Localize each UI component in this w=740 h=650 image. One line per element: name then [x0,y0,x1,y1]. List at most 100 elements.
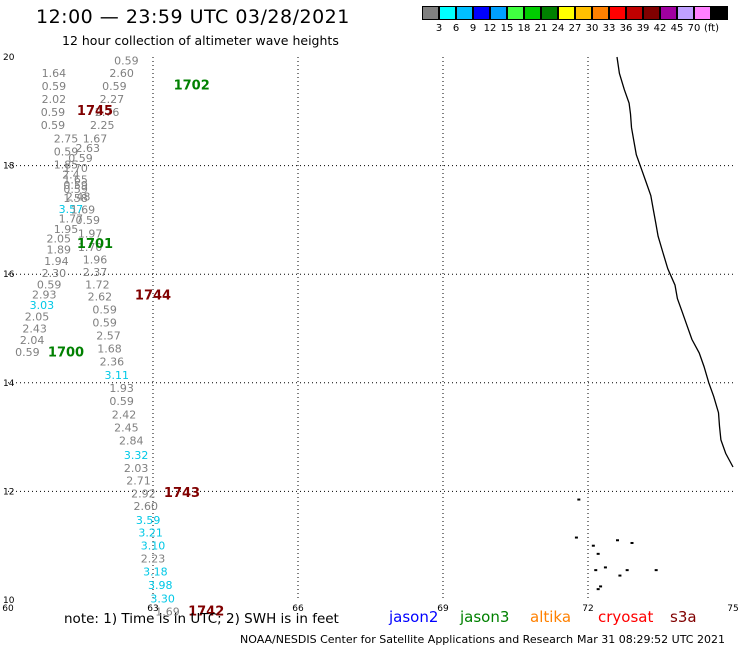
wave-height-value: 0.59 [37,278,62,291]
legend-swatch [592,6,609,20]
footer-note: note: 1) Time is in UTC; 2) SWH is in fe… [64,611,339,627]
wave-height-value: 2.27 [100,93,125,106]
wave-height-value: 2.02 [42,93,67,106]
legend-swatch [643,6,660,20]
wave-height-value: 1.69 [71,203,96,216]
lon-tick-label: 75 [727,604,738,614]
legend-swatch [524,6,541,20]
wave-height-value: 2.75 [54,132,79,145]
wave-height-value: 1.94 [44,255,69,268]
legend-swatch [575,6,592,20]
wave-height-value: 1.70 [63,162,88,175]
legend-label: 36 [619,23,633,34]
pass-id-label: 1744 [135,289,171,304]
legend-label: 27 [568,23,582,34]
wave-height-value: 1.93 [109,382,134,395]
legend-swatch [439,6,456,20]
island-mark [596,588,600,591]
mission-label: cryosat [598,608,654,626]
legend-swatch [626,6,643,20]
wave-height-value: 2.03 [124,462,149,475]
wave-height-value: 2.23 [141,553,166,566]
lat-tick-label: 16 [3,270,15,280]
island-mark [599,585,603,588]
legend-swatch [609,6,626,20]
legend-label: 30 [585,23,599,34]
mission-label: s3a [670,608,697,626]
pass-id-labels: 1702 1745 1701 1744 1700 1743 1742 [48,79,224,620]
wave-height-value: 2.62 [88,290,113,303]
wave-height-value: 2.60 [109,67,134,80]
wave-height-value: 3.30 [150,593,175,606]
pass-id-label: 1700 [48,346,84,361]
wave-height-value: 3.57 [59,203,84,216]
wave-height-value: 1.96 [83,253,108,266]
legend-label: 12 [483,23,497,34]
wave-height-value: 2.05 [47,233,72,246]
wave-height-value: 2.48 [66,190,91,203]
lon-tick-label: 69 [437,604,449,614]
wave-height-value: 0.59 [114,55,139,68]
legend-label: 21 [534,23,548,34]
island-mark [577,498,581,501]
wave-height-value: 0.59 [92,303,117,316]
wave-height-value: 3.21 [138,526,163,539]
wave-height-value: 3.98 [148,579,173,592]
legend-unit: (ft) [704,23,720,34]
wave-height-value: 1.97 [78,227,103,240]
wave-height-value: 0.59 [41,106,66,119]
lat-tick-label: 18 [3,162,15,172]
mission-label: altika [530,608,572,626]
island-mark [596,552,600,555]
wave-height-value: 2.05 [25,310,50,323]
legend-label: 45 [670,23,684,34]
island-mark [616,539,619,542]
wave-height-value: 2.63 [76,142,101,155]
wave-height-value: 1.72 [85,278,110,291]
wave-height-value: 2.36 [100,355,125,368]
wave-height-value: 0.59 [68,152,93,165]
wave-height-value: 2.92 [131,487,156,500]
wave-height-value: 1.70 [78,241,103,254]
wave-height-value: 2.60 [134,500,159,513]
legend-label: 3 [435,23,443,34]
wave-height-value: 0.59 [92,316,117,329]
pass-id-label: 1742 [188,605,224,620]
legend-label: 70 [687,23,701,34]
wave-height-value: 3.18 [143,566,168,579]
legend-swatch [660,6,677,20]
wave-height-value: 2.84 [119,435,144,448]
wave-height-value: 0.59 [41,119,66,132]
legend-label: 39 [636,23,650,34]
legend-swatch [507,6,524,20]
legend-swatch [711,6,728,20]
wave-height-value: 2.42 [112,409,137,422]
wave-height-value: 0.59 [42,80,67,93]
island-mark [574,536,578,539]
wave-height-value: 2.57 [96,329,121,342]
mission-label: jason3 [460,608,510,626]
wave-height-value: 1.85 [54,158,79,171]
wave-height-value: 1.58 [63,192,88,205]
legend-swatch [473,6,490,20]
wave-height-value: 0.59 [63,179,88,192]
mission-label: jason2 [389,608,439,626]
wave-height-value: 3.32 [124,449,149,462]
wave-height-value: 3.59 [136,514,161,527]
pass-id-label: 1702 [174,79,210,94]
lon-tick-label: 63 [147,604,158,614]
legend-swatch [490,6,507,20]
lat-tick-label: 14 [3,379,15,389]
legend-swatch [422,6,439,20]
legend-label: 42 [653,23,667,34]
wave-height-value: 1.68 [97,342,122,355]
island-mark [654,569,658,572]
wave-height-value: 2.25 [90,119,115,132]
lon-tick-label: 66 [292,604,304,614]
wave-height-value: 1.95 [54,223,79,236]
wave-height-value: 0.59 [15,346,40,359]
coastline [616,56,734,468]
legend-swatch [677,6,694,20]
wave-height-value: 0.59 [76,214,101,227]
